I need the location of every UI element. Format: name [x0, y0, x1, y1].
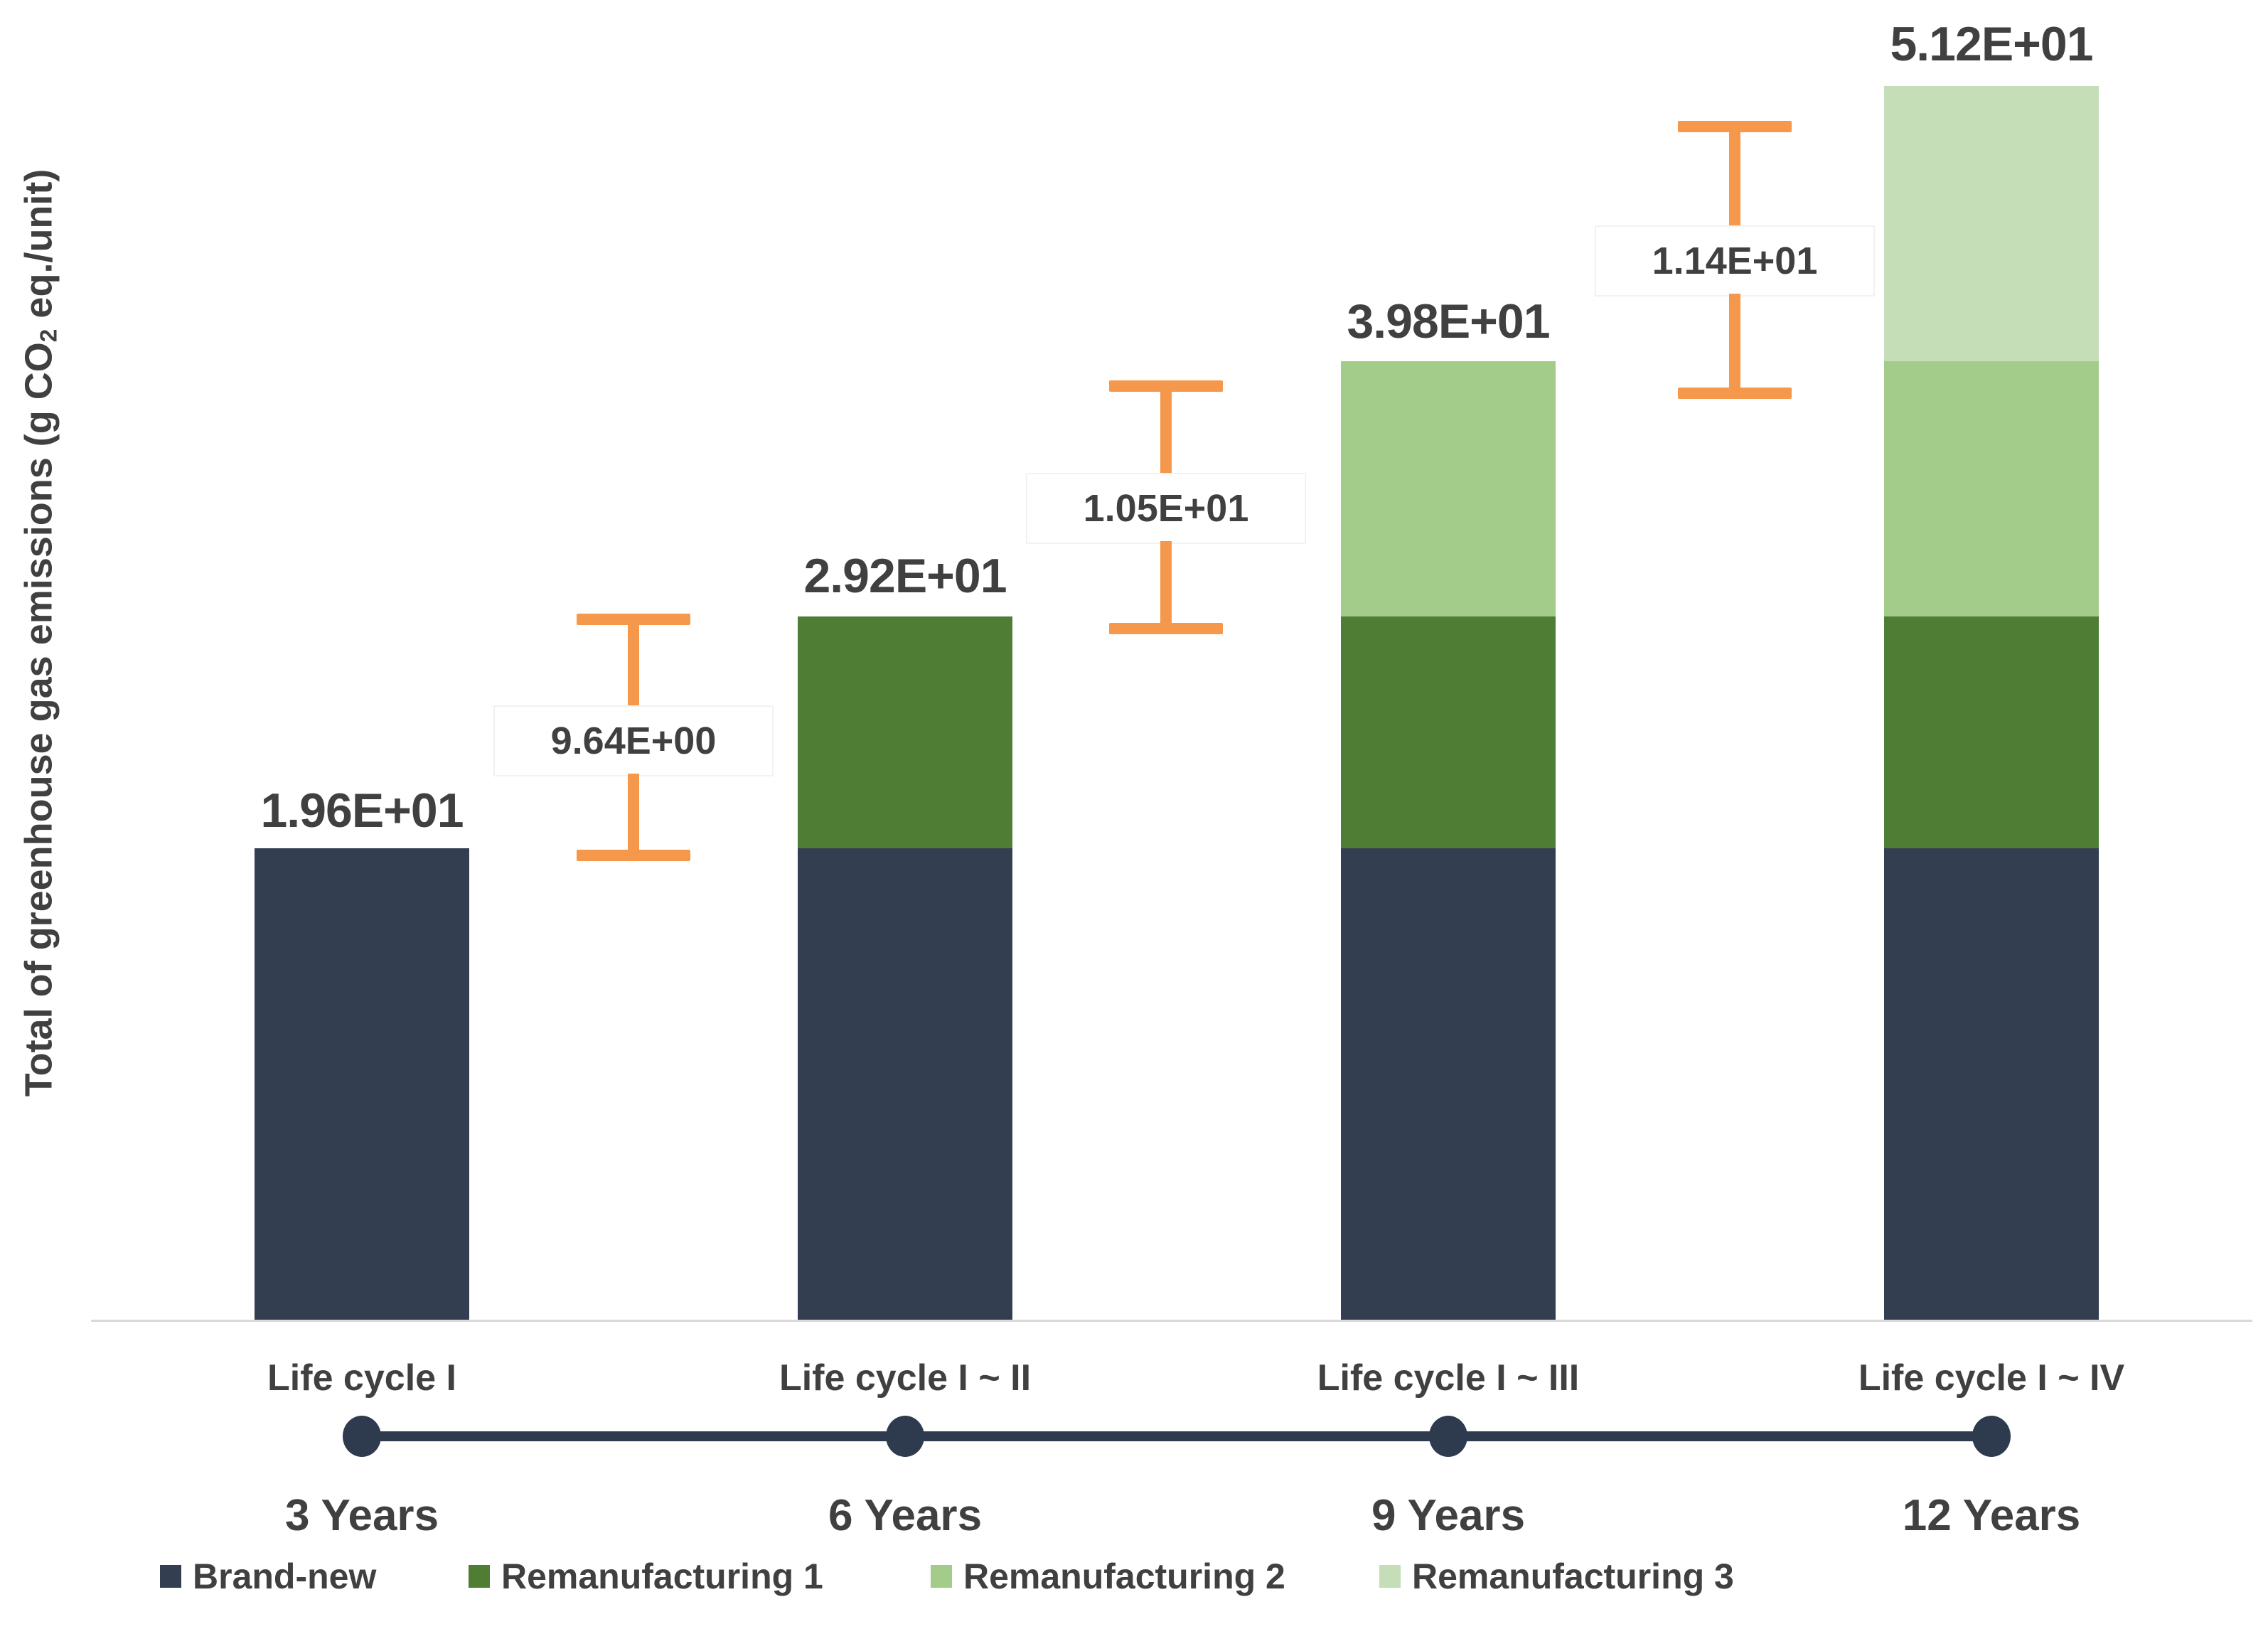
bar4-remanufacturing1-segment: [1884, 616, 2099, 848]
timeline-dot-3years: [343, 1416, 381, 1457]
legend-item-brand-new: Brand-new: [160, 1556, 376, 1597]
bar2-remanufacturing1-segment: [798, 616, 1012, 848]
increment3-top-cap: [1678, 121, 1792, 132]
year-label-1: 3 Years: [284, 1491, 439, 1540]
bar4-total-label: 5.12E+01: [1890, 17, 2093, 71]
bar4-remanufacturing2-segment: [1884, 361, 2099, 616]
year-label-4: 12 Years: [1902, 1491, 2081, 1540]
timeline-dot-6years: [886, 1416, 924, 1457]
bar2-total-label: 2.92E+01: [803, 549, 1007, 603]
increment2-upper-line: [1160, 392, 1172, 473]
bar1-total-label: 1.96E+01: [260, 784, 464, 838]
legend-label-remanufacturing2: Remanufacturing 2: [963, 1556, 1285, 1596]
bar3-brand-new-segment: [1341, 848, 1556, 1320]
legend-label-remanufacturing1: Remanufacturing 1: [501, 1556, 823, 1596]
increment1-bottom-cap: [577, 850, 690, 861]
timeline-dot-9years: [1429, 1416, 1467, 1457]
increment2-top-cap: [1109, 380, 1223, 392]
y-axis-title-subscript: 2: [36, 329, 63, 343]
y-axis-title: Total of greenhouse gas emissions (g CO2…: [16, 169, 63, 1097]
increment2-label: 1.05E+01: [1026, 473, 1306, 544]
legend-item-remanufacturing1: Remanufacturing 1: [469, 1556, 823, 1597]
legend-item-remanufacturing2: Remanufacturing 2: [931, 1556, 1285, 1597]
increment1-upper-line: [628, 625, 639, 705]
legend-swatch-remanufacturing1: [469, 1565, 490, 1588]
category-label-3: Life cycle I ~ III: [1317, 1357, 1580, 1399]
y-axis-title-unit: eq./unit): [17, 169, 60, 329]
legend-swatch-brand-new: [160, 1565, 181, 1588]
increment3-upper-line: [1729, 132, 1740, 225]
x-axis-baseline: [91, 1320, 2252, 1322]
timeline-dot-12years: [1972, 1416, 2011, 1457]
category-label-4: Life cycle I ~ IV: [1858, 1357, 2125, 1399]
legend-swatch-remanufacturing2: [931, 1565, 952, 1588]
category-label-2: Life cycle I ~ II: [779, 1357, 1032, 1399]
year-label-3: 9 Years: [1371, 1491, 1526, 1540]
increment1-top-cap: [577, 614, 690, 625]
increment3-label: 1.14E+01: [1595, 225, 1875, 297]
category-label-1: Life cycle I: [267, 1357, 456, 1399]
bar1-brand-new-segment: [255, 848, 469, 1320]
bar3-total-label: 3.98E+01: [1347, 294, 1550, 348]
bar3-remanufacturing1-segment: [1341, 616, 1556, 848]
year-label-2: 6 Years: [828, 1491, 983, 1540]
timeline-line: [362, 1431, 1991, 1441]
increment3-lower-line: [1729, 294, 1740, 388]
y-axis-title-text: Total of greenhouse gas emissions (g CO: [17, 342, 60, 1097]
bar4-remanufacturing3-segment: [1884, 86, 2099, 361]
increment3-bottom-cap: [1678, 388, 1792, 399]
bar4-brand-new-segment: [1884, 848, 2099, 1320]
increment2-lower-line: [1160, 541, 1172, 623]
bar3-remanufacturing2-segment: [1341, 361, 1556, 616]
legend-item-remanufacturing3: Remanufacturing 3: [1379, 1556, 1734, 1597]
increment1-label: 9.64E+00: [493, 705, 774, 776]
bar2-brand-new-segment: [798, 848, 1012, 1320]
legend-swatch-remanufacturing3: [1379, 1565, 1401, 1588]
legend-label-brand-new: Brand-new: [193, 1556, 377, 1596]
legend-label-remanufacturing3: Remanufacturing 3: [1412, 1556, 1734, 1596]
increment1-lower-line: [628, 774, 639, 850]
increment2-bottom-cap: [1109, 623, 1223, 634]
